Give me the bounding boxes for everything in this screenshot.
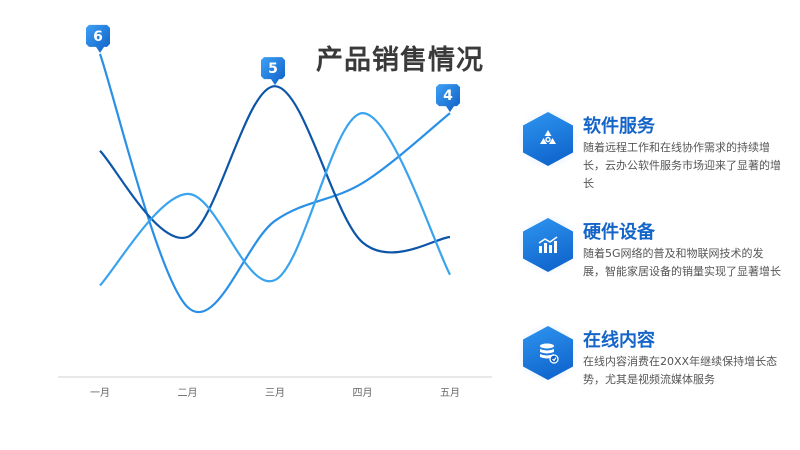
x-tick-label: 一月 xyxy=(90,387,110,399)
data-marker: 6 xyxy=(86,24,110,53)
data-marker: 4 xyxy=(436,84,460,113)
card-title: 在线内容 xyxy=(583,330,655,351)
x-tick-label: 三月 xyxy=(265,387,285,399)
page-title: 产品销售情况 xyxy=(316,45,484,76)
x-tick-label: 四月 xyxy=(353,387,373,399)
x-tick-label: 二月 xyxy=(178,387,198,399)
card-title: 硬件设备 xyxy=(583,222,655,243)
x-tick-label: 五月 xyxy=(440,387,460,399)
data-marker-shape xyxy=(86,24,110,53)
card-software-services: 软件服务 随着远程工作和在线协作需求的持续增长，云办公软件服务市场迎来了显著的增… xyxy=(516,108,781,192)
series-line-1 xyxy=(98,53,451,314)
card-title: 软件服务 xyxy=(583,116,655,137)
series-line-3 xyxy=(99,111,451,287)
card-description: 在线内容消费在20XX年继续保持增长态势，尤其是视频流媒体服务 xyxy=(583,355,778,386)
data-label: 6 xyxy=(93,29,103,45)
card-hardware-devices: 硬件设备 随着5G网络的普及和物联网技术的发展，智能家居设备的销量实现了显著增长 xyxy=(516,214,781,298)
card-online-content: 在线内容 在线内容消费在20XX年继续保持增长态势，尤其是视频流媒体服务 xyxy=(516,322,780,406)
card-description: 随着5G网络的普及和物联网技术的发展，智能家居设备的销量实现了显著增长 xyxy=(583,247,781,278)
card-description: 随着远程工作和在线协作需求的持续增长，云办公软件服务市场迎来了显著的增长 xyxy=(583,141,781,190)
data-marker: 5 xyxy=(261,57,285,86)
data-label: 5 xyxy=(268,61,278,77)
data-marker-shape xyxy=(436,84,460,113)
series-line-2 xyxy=(99,85,451,254)
line-chart: 一月 二月 三月 四月 五月 6 5 4 xyxy=(58,24,492,399)
data-label: 4 xyxy=(443,88,453,104)
data-marker-shape xyxy=(261,57,285,86)
